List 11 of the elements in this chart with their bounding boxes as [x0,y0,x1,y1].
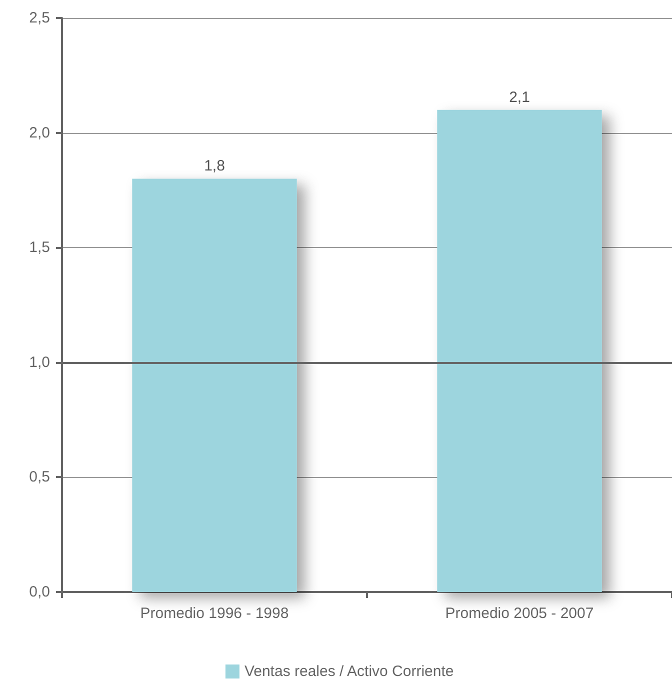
y-tick-label: 1,0 [29,354,50,371]
y-tick-label: 2,0 [29,124,50,142]
y-tick-label: 1,5 [29,239,50,256]
y-tick-label: 2,5 [29,10,50,26]
x-tick-label: Promedio 1996 - 1998 [140,605,289,622]
x-tick-label: Promedio 2005 - 2007 [445,605,594,622]
data-label: 1,8 [204,158,225,175]
y-tick-label: 0,5 [29,468,50,486]
data-label: 2,1 [509,88,530,106]
legend-label: Ventas reales / Activo Corriente [244,663,454,680]
y-tick-label: 0,0 [29,584,50,600]
